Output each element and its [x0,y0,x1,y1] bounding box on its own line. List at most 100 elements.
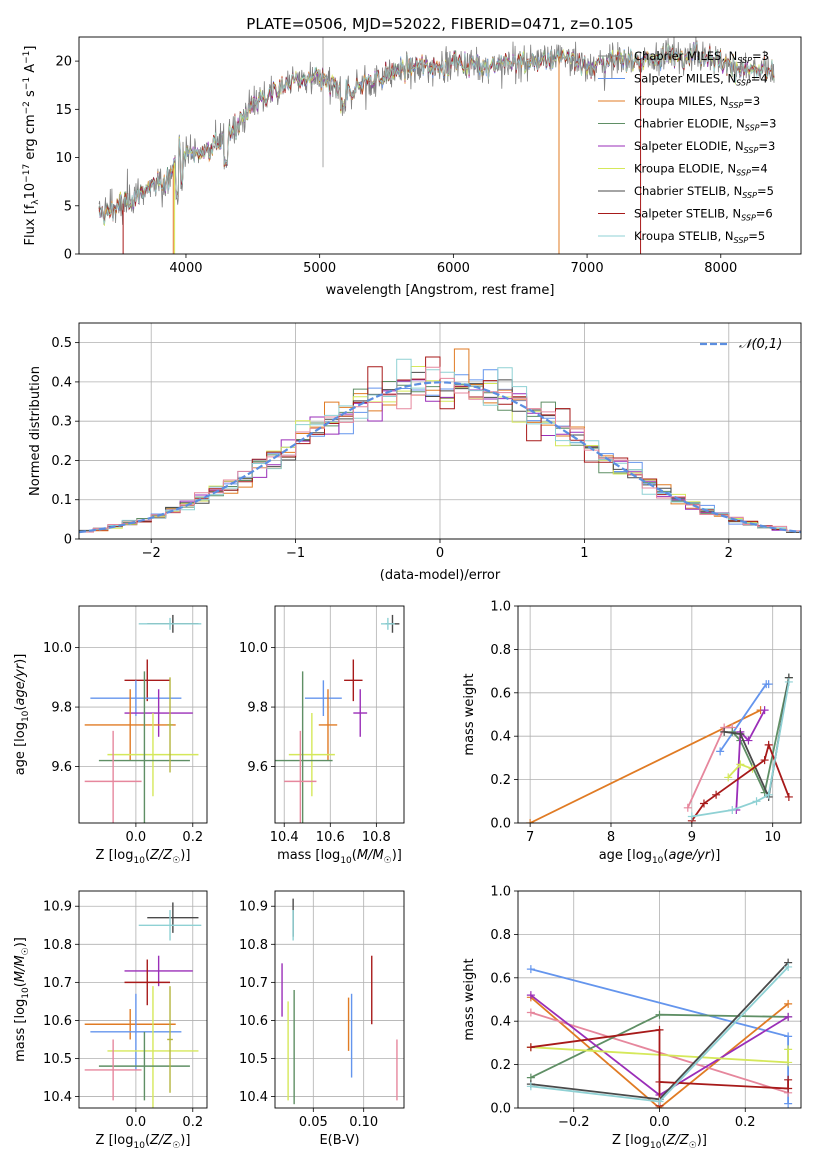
y-tick-label: 1.0 [490,600,511,615]
mass-vs-ebv-panel: 0.05 0.10 10.4 10.5 10.6 10.7 10.8 10.9 E(B-V) [239,890,405,1148]
y-tick-label: 0.0 [490,1102,511,1117]
weight-marker [784,999,793,1008]
label-part: Salpeter STELIB, N [634,207,741,221]
y-tick-label: 15 [55,103,72,118]
label-part: =3 [760,117,777,131]
y-tick-label: 0.8 [490,928,511,943]
y-tick-label: 10.7 [239,976,268,991]
weight-marker [728,805,737,814]
weight-marker [655,1097,664,1106]
label-part: −1 [22,77,32,90]
weight-marker [655,1010,664,1019]
label-part: SSP [745,124,760,133]
weight-marker [784,1075,793,1084]
y-tick-label: 0.2 [490,1058,511,1073]
normal-curve [79,381,801,534]
y-tick-label: 5 [64,199,72,214]
x-tick-label: −2 [142,546,161,561]
weight-marker [526,965,535,974]
label-part: age/yr [13,662,28,705]
x-tick-label: 8000 [704,261,737,276]
label-part: )] [13,937,28,947]
label-part: SSP [734,236,749,245]
x-tick-label: 10.6 [316,830,345,845]
label-part: ( [352,848,357,863]
weight-marker [683,803,692,812]
label-part: =4 [751,72,768,86]
y-tick-label: 10.0 [239,641,268,656]
y-tick-label: 0.2 [490,773,511,788]
x-tick-label: 0.05 [299,1115,328,1130]
label-part: =3 [752,49,769,63]
label-part: SSP [744,146,759,155]
weight-marker [760,706,769,715]
x-tick-label: 0.2 [735,1115,756,1130]
y-axis-label: Normed distribution [28,366,43,496]
weight-line [686,726,733,809]
y-tick-label: 0.1 [51,493,72,508]
label-part: mass [log [277,848,340,863]
y-axis-label: mass [log10(M/M☉)] [13,937,31,1062]
y-tick-label: 0.4 [51,375,72,390]
label-part: SSP [741,214,756,223]
y-tick-label: 10.5 [239,1052,268,1067]
label-part: −1 [22,51,32,64]
label-part: Z [log [96,848,134,863]
weight-marker [736,760,745,769]
x-tick-label: 10.4 [270,830,299,845]
label-part: Kroupa STELIB, N [634,229,734,243]
label-part: ☉ [21,947,31,955]
y-tick-label: 10.9 [43,900,72,915]
x-axis-label: age [log10(age/yr)] [599,848,721,866]
y-tick-label: 10.6 [239,1014,268,1029]
axes-frame [274,890,405,1109]
weight-marker [784,1032,793,1041]
y-tick-label: 10.5 [43,1052,72,1067]
label-part: =3 [743,94,760,108]
y-tick-label: 10.4 [239,1090,268,1105]
y-tick-label: 0.5 [51,336,72,351]
label-part: Chabrier STELIB, N [634,184,742,198]
age-vs-mass-panel: 10.4 10.6 10.8 9.6 9.8 10.0 mass [log10(M/M☉)] [239,605,405,866]
label-part: ( [663,848,668,863]
x-axis-label: (data-model)/error [380,568,501,583]
label-part: −2 [22,101,32,114]
label-part: s [23,90,38,101]
legend-label: Chabrier STELIB, NSSP=5 [634,184,774,200]
axes-frame [517,890,802,1109]
weight-marker [712,790,721,799]
plot-area [281,898,398,1105]
weight-line [530,996,789,1108]
label-part: Z [log [96,1133,134,1148]
label-part: Chabrier ELODIE, N [634,117,745,131]
x-tick-label: 0.0 [126,830,147,845]
plot-area [84,902,202,1108]
label-part: mass [log [13,999,28,1062]
weight-line [529,709,761,823]
weight-marker [760,756,769,765]
weight-marker [784,1012,793,1021]
label-part: =3 [758,139,775,153]
label-part: ☉ [384,856,392,866]
label-part: Flux [f [23,204,38,245]
x-tick-label: 1 [580,546,588,561]
label-part: ☉ [689,1141,697,1151]
weight-marker [724,773,733,782]
label-part: Salpeter ELODIE, N [634,139,744,153]
y-tick-label: 9.8 [51,701,72,716]
legend-label: Salpeter ELODIE, NSSP=3 [634,139,775,155]
x-tick-label: 6000 [437,261,470,276]
legend-label: 𝒩(0,1) [739,337,782,352]
x-tick-label: 2 [725,546,733,561]
mass-vs-metallicity-panel: 0.0 0.210.410.510.610.710.810.9Z [log10(Z… [13,890,208,1151]
weight-marker [526,1008,535,1017]
plot-area [98,37,775,254]
weight-marker [764,680,773,689]
x-tick-label: 10.8 [362,830,391,845]
label-part: age [log [13,722,28,775]
weight-vs-metallicity-panel: −0.2 0.0 0.2 0.0 0.2 0.4 0.6 0.8 1.0 Z [log10(Z/Z… [462,885,802,1151]
y-tick-label: 0 [64,533,72,548]
y-tick-label: 9.6 [51,760,72,775]
